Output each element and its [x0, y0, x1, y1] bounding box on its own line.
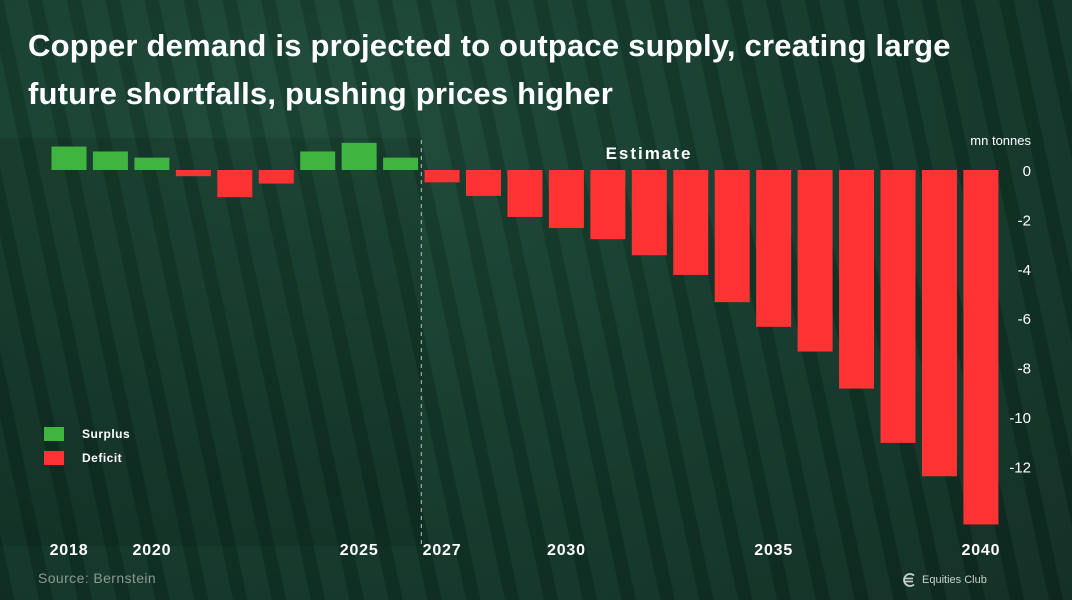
chart-title: Copper demand is projected to outpace su…	[28, 28, 951, 111]
brand-name: Equities Club	[922, 574, 987, 586]
x-tick-label-2020: 2020	[133, 542, 172, 559]
y-tick-label: -8	[1018, 361, 1031, 378]
bar-2032	[631, 170, 667, 256]
bar-2037	[839, 170, 875, 389]
bar-2033	[673, 170, 709, 275]
x-tick-label-2027: 2027	[423, 542, 462, 559]
brand-logo: Equities Club	[900, 573, 987, 587]
legend: Surplus Deficit	[44, 422, 130, 470]
bar-2028	[466, 170, 501, 196]
bar-2018	[51, 146, 87, 170]
surplus-swatch	[44, 427, 64, 441]
bar-2030	[548, 170, 584, 229]
x-tick-label-2018: 2018	[50, 542, 89, 559]
y-tick-label: -2	[1018, 212, 1031, 229]
legend-label-surplus: Surplus	[82, 427, 131, 441]
actual-period-shade	[0, 138, 422, 546]
x-tick-label-2030: 2030	[547, 542, 586, 559]
bar-2035	[756, 170, 792, 327]
y-tick-label: 0	[1023, 163, 1031, 180]
source-note: Source: Bernstein	[38, 570, 157, 586]
y-tick-label: -10	[1009, 410, 1031, 427]
bar-2024	[300, 151, 336, 170]
bar-2027	[424, 170, 460, 183]
legend-label-deficit: Deficit	[82, 451, 123, 465]
x-tick-label-2040: 2040	[962, 542, 1001, 559]
bar-2019	[92, 151, 128, 170]
bar-2040	[963, 170, 999, 525]
deficit-swatch	[44, 451, 64, 465]
bar-2026	[383, 157, 419, 170]
x-tick-label-2025: 2025	[340, 542, 379, 559]
legend-item-surplus: Surplus	[44, 422, 130, 446]
bar-2034	[714, 170, 750, 303]
bar-2022	[217, 170, 253, 198]
y-tick-label: -6	[1018, 311, 1031, 328]
x-tick-label-2035: 2035	[754, 542, 793, 559]
bar-2025	[341, 142, 377, 170]
bar-2039	[921, 170, 957, 477]
estimate-annotation: Estimate	[606, 144, 693, 163]
y-tick-label: -4	[1018, 262, 1031, 279]
bar-2029	[507, 170, 543, 217]
equities-club-icon	[903, 573, 915, 587]
bar-2020	[134, 157, 170, 170]
bar-2038	[880, 170, 916, 443]
y-axis-unit-label: mn tonnes	[970, 133, 1031, 148]
bar-2031	[590, 170, 626, 240]
bar-2036	[797, 170, 833, 352]
bar-2021	[175, 170, 211, 177]
y-tick-label: -12	[1009, 459, 1031, 476]
bar-2023	[258, 170, 294, 184]
legend-item-deficit: Deficit	[44, 446, 130, 470]
